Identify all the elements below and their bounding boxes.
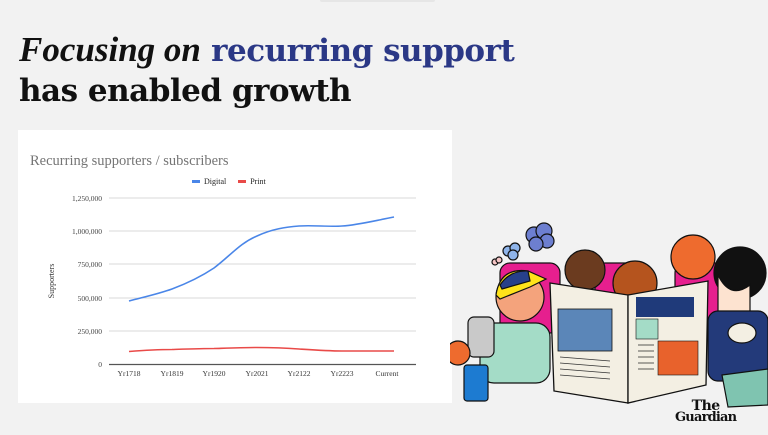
chart-title: Recurring supporters / subscribers (30, 153, 229, 169)
digital-series-line (128, 216, 395, 302)
cloud-icons (491, 222, 555, 266)
svg-text:Yr1819: Yr1819 (161, 369, 184, 378)
y-axis-label: Supporters (47, 264, 56, 299)
legend-label: Print (250, 177, 266, 186)
svg-text:0: 0 (98, 360, 102, 369)
logo-line-2: Guardian (675, 410, 737, 425)
chart-panel: Recurring supporters / subscribers Digit… (18, 130, 452, 403)
svg-text:Yr2122: Yr2122 (288, 369, 311, 378)
legend-swatch-digital (192, 180, 200, 183)
newspaper-readers-illustration (450, 222, 768, 408)
guardian-logo: The Guardian (675, 398, 737, 425)
svg-text:250,000: 250,000 (78, 327, 103, 336)
logo-line-1: The (691, 398, 721, 414)
chart-legend: Digital Print (192, 177, 266, 186)
svg-text:1,250,000: 1,250,000 (72, 194, 102, 203)
legend-label: Digital (204, 177, 227, 186)
legend-item-digital[interactable]: Digital (192, 177, 226, 186)
svg-text:Current: Current (376, 369, 400, 378)
slide-headline: Focusing on recurring support has enable… (19, 30, 515, 111)
legend-swatch-print (238, 180, 247, 183)
top-shadow (320, 0, 435, 2)
line-chart: 1,250,000 1,000,000 750,000 500,000 250,… (47, 194, 416, 378)
svg-text:Yr2223: Yr2223 (331, 369, 354, 378)
headline-accent: recurring support (211, 33, 515, 69)
gridlines (109, 197, 416, 332)
svg-text:1,000,000: 1,000,000 (72, 227, 102, 236)
svg-text:750,000: 750,000 (78, 260, 103, 269)
y-tick-labels: 1,250,000 1,000,000 750,000 500,000 250,… (72, 194, 102, 369)
legend-item-print[interactable]: Print (238, 177, 266, 186)
newspaper-icon (549, 280, 709, 404)
x-tick-labels: Yr1718 Yr1819 Yr1920 Yr2021 Yr2122 Yr222… (118, 369, 400, 378)
headline-line-1: Focusing on recurring support (19, 30, 515, 71)
headline-italic: Focusing on (19, 30, 201, 69)
svg-text:Yr2021: Yr2021 (246, 369, 269, 378)
svg-text:500,000: 500,000 (78, 294, 103, 303)
print-series-line (128, 346, 394, 353)
svg-text:Yr1718: Yr1718 (118, 369, 141, 378)
headline-line-2: has enabled growth (19, 73, 352, 109)
svg-text:Yr1920: Yr1920 (203, 369, 226, 378)
